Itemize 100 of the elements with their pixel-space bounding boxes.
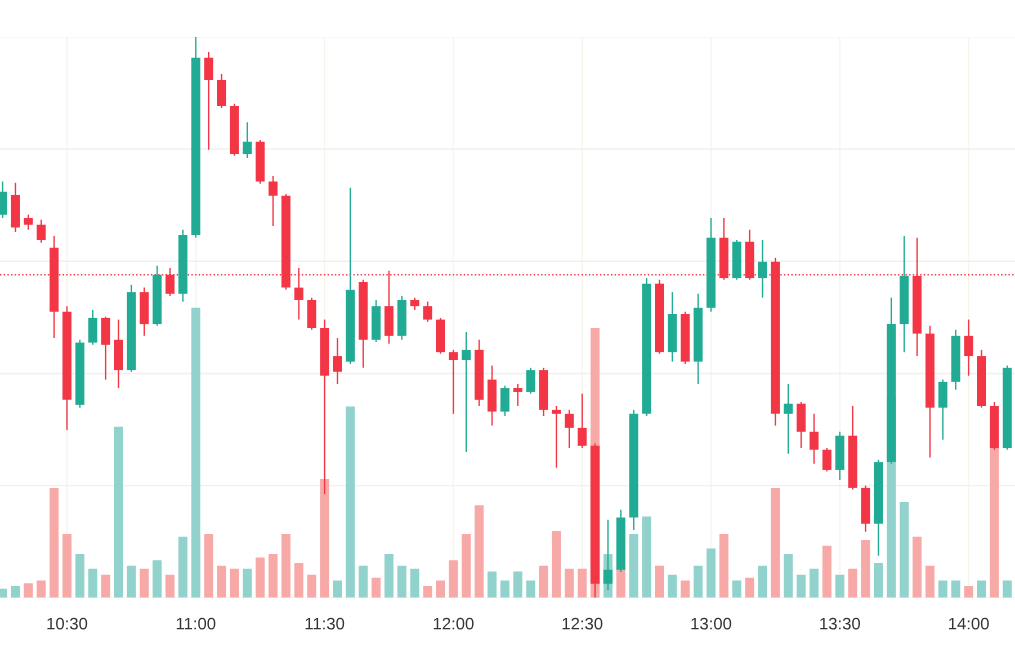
candlestick <box>423 300 433 323</box>
bar <box>242 568 252 598</box>
bar <box>706 548 716 598</box>
candlestick <box>448 349 458 415</box>
bar <box>667 574 677 598</box>
bar <box>526 580 536 598</box>
bar <box>783 554 793 598</box>
candlestick <box>577 392 587 449</box>
candlestick <box>758 239 768 299</box>
bar <box>204 533 214 598</box>
bar <box>358 565 368 598</box>
candlestick <box>822 447 832 473</box>
bar <box>680 580 690 598</box>
candlestick <box>551 405 561 469</box>
candlestick <box>500 385 510 417</box>
candlestick <box>783 383 793 455</box>
bar <box>281 533 291 598</box>
bar <box>10 586 20 598</box>
x-tick-label: 13:30 <box>820 617 861 630</box>
bar <box>758 565 768 598</box>
bar <box>62 533 72 598</box>
bar <box>23 583 33 598</box>
bar <box>320 478 330 598</box>
bar <box>848 568 858 598</box>
x-tick-label: 14:00 <box>949 617 989 630</box>
candlestick <box>332 337 342 385</box>
bar <box>925 565 935 598</box>
bar <box>551 531 561 598</box>
bar <box>152 560 162 598</box>
candlestick <box>564 409 574 449</box>
bar <box>732 580 742 598</box>
bar <box>796 574 806 598</box>
candlestick <box>526 367 536 395</box>
x-tick-label: 10:30 <box>47 617 88 630</box>
bar <box>693 565 703 598</box>
bar <box>88 568 98 598</box>
bar <box>410 568 420 598</box>
bar <box>307 574 317 598</box>
bar <box>229 568 239 598</box>
bar <box>1002 580 1012 598</box>
x-tick-label: 11:00 <box>176 617 216 630</box>
bar <box>642 516 652 598</box>
bar <box>294 563 304 598</box>
candlestick <box>294 267 304 321</box>
bar <box>461 533 471 598</box>
bar <box>423 586 433 598</box>
bar <box>384 554 394 598</box>
bar <box>75 554 85 598</box>
bar <box>577 568 587 598</box>
bar <box>977 580 987 598</box>
candlestick <box>964 318 974 377</box>
bar <box>899 501 909 598</box>
bar <box>912 536 922 598</box>
x-tick-label: 11:30 <box>305 617 345 630</box>
bar <box>964 586 974 598</box>
bar <box>629 533 639 598</box>
bar <box>165 574 175 598</box>
bar <box>371 577 381 598</box>
bar <box>178 536 188 598</box>
bar <box>770 487 780 598</box>
bar <box>397 565 407 598</box>
bar <box>822 545 832 598</box>
bar <box>101 574 111 598</box>
bar <box>113 426 124 598</box>
bar <box>191 307 201 598</box>
bar <box>448 560 458 598</box>
bar <box>861 540 871 598</box>
bar <box>474 505 484 598</box>
candlestick <box>0 180 8 219</box>
candlestick <box>242 121 252 159</box>
candlestick <box>204 51 214 151</box>
bar <box>126 565 136 598</box>
bar <box>654 565 664 598</box>
x-tick-label: 13:00 <box>691 617 732 630</box>
candlestick <box>461 331 471 453</box>
bar <box>809 568 819 598</box>
x-tick-label: 12:00 <box>433 617 474 630</box>
bar <box>36 580 46 598</box>
bar <box>139 568 149 598</box>
bar <box>951 580 961 598</box>
bar <box>938 580 948 598</box>
bar <box>719 533 729 598</box>
bar <box>745 577 755 598</box>
bar <box>835 574 845 598</box>
bar <box>345 406 355 598</box>
candlestick <box>809 413 819 465</box>
bar <box>268 554 278 598</box>
candlestick <box>513 383 523 407</box>
bar <box>500 580 510 598</box>
x-tick-label: 12:30 <box>562 617 603 630</box>
bar <box>49 487 59 598</box>
bar <box>564 568 574 598</box>
bar <box>487 571 497 598</box>
bar <box>539 565 549 598</box>
bar <box>332 580 342 598</box>
bar <box>873 563 883 598</box>
bar <box>255 557 265 598</box>
bar <box>513 571 523 598</box>
bar <box>217 565 227 598</box>
candlestick <box>36 219 46 244</box>
